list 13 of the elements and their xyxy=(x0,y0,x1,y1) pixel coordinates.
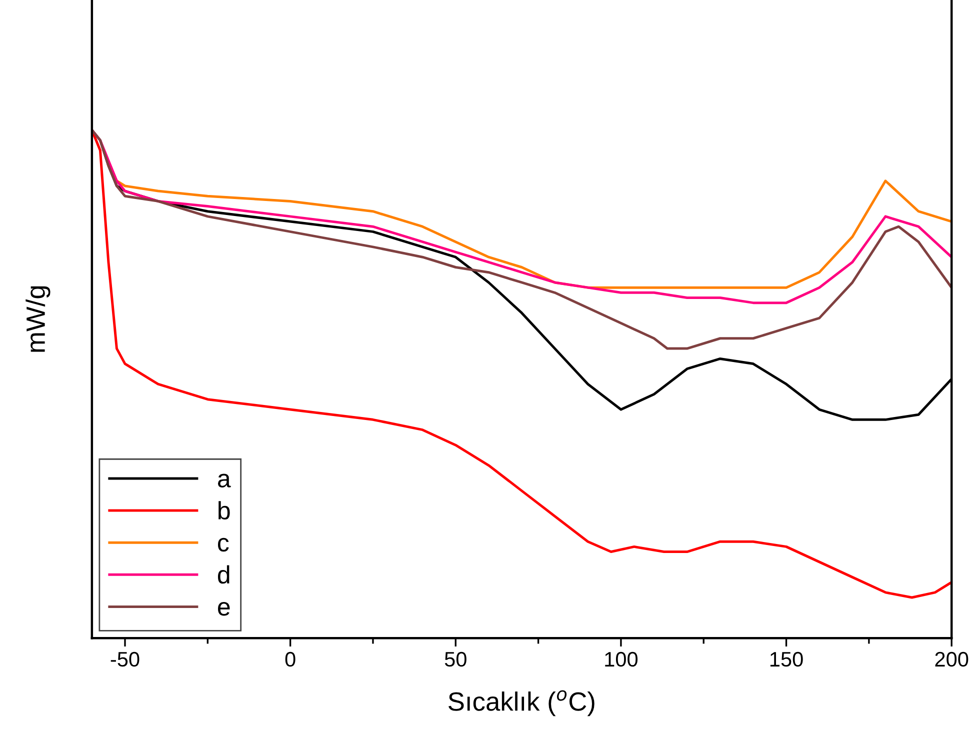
y-axis-title: mW/g xyxy=(26,286,50,352)
x-tick-label: 100 xyxy=(605,652,638,667)
x-tick-label: 0 xyxy=(285,652,296,667)
x-tick-label: 200 xyxy=(935,652,968,667)
x-tick-label: 150 xyxy=(770,652,803,667)
x-tick-label: 50 xyxy=(444,652,466,667)
x-tick-label: -50 xyxy=(110,652,140,667)
x-axis-title: Sıcaklık ($^{o}$C) xyxy=(448,690,594,716)
legend-label: c xyxy=(218,538,229,552)
legend-label: b xyxy=(218,501,230,520)
legend-label: e xyxy=(218,602,230,616)
legend-label: d xyxy=(218,565,230,584)
legend-label: a xyxy=(218,474,231,488)
